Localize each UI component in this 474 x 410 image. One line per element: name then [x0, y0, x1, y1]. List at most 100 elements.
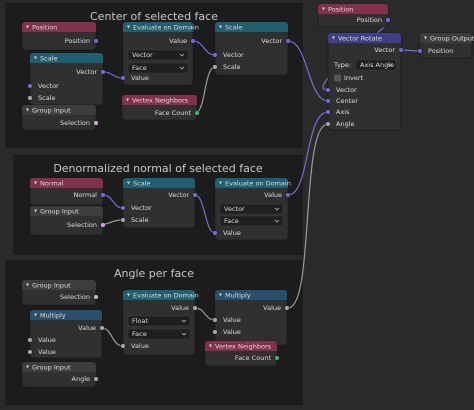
frame-title: Angle per face [114, 267, 194, 280]
dropdown [355, 59, 397, 71]
socket-label: Value [131, 342, 149, 350]
node-header [328, 33, 401, 43]
socket [27, 95, 33, 101]
socket [212, 329, 218, 335]
node: Evaluate on Domain Value Float Face Value [120, 289, 199, 356]
socket-label: Position [357, 16, 382, 24]
socket [325, 109, 331, 115]
dropdown [127, 315, 191, 327]
collapse-arrow [209, 344, 212, 348]
node-title: Group Input [32, 364, 71, 372]
node-title: Scale [225, 24, 243, 32]
socket-label: Value [264, 191, 282, 199]
socket [27, 337, 33, 343]
collapse-arrow [34, 181, 37, 185]
socket [212, 64, 218, 70]
node-title: Position [32, 24, 57, 32]
socket [93, 294, 99, 300]
collapse-arrow [26, 25, 29, 29]
node-header [22, 362, 96, 372]
socket-label: Vector [38, 82, 59, 90]
socket-label: Center [336, 97, 358, 105]
collapse-arrow [219, 181, 222, 185]
socket [120, 205, 126, 211]
socket [192, 305, 198, 311]
socket [120, 75, 126, 81]
node-header [30, 53, 103, 63]
socket-label: Scale [131, 216, 149, 224]
dropdown-arrow [274, 219, 280, 223]
node: Position Position [317, 3, 391, 28]
dropdown [127, 328, 191, 340]
checkbox-label: Invert [344, 74, 364, 82]
socket [325, 87, 331, 93]
node: Normal Normal [29, 177, 106, 206]
collapse-arrow [332, 36, 335, 40]
socket-label: Value [171, 304, 189, 312]
frame-title: Center of selected face [90, 10, 218, 23]
socket-label: Vector [131, 204, 152, 212]
socket-label: Value [38, 336, 56, 344]
socket [192, 192, 198, 198]
socket-label: Value [263, 304, 281, 312]
dropdown-arrow [387, 63, 393, 67]
node-header [30, 206, 103, 216]
node: Scale Vector Vector Scale [27, 52, 106, 106]
socket-label: Position [65, 37, 90, 45]
dropdown-arrow [179, 66, 185, 70]
node: Group Input Selection [21, 104, 99, 131]
node-title: Vector Rotate [338, 35, 382, 43]
socket [285, 192, 291, 198]
dropdown-arrow [181, 319, 187, 323]
socket [93, 38, 99, 44]
socket-label: Selection [67, 221, 97, 229]
socket-label: Axis [336, 108, 350, 116]
node-header [22, 280, 96, 290]
node-header [123, 290, 195, 300]
node-title: Group Input [40, 208, 79, 216]
socket-label: Angle [336, 120, 355, 128]
field-label: Type: [333, 61, 351, 69]
node-header [122, 95, 197, 105]
collapse-arrow [127, 181, 130, 185]
node-title: Multiply [40, 312, 66, 320]
dropdown-arrow [274, 207, 280, 211]
socket [385, 17, 391, 23]
collapse-arrow [34, 209, 37, 213]
node-header [22, 22, 96, 32]
collapse-arrow [26, 108, 29, 112]
node-title: Evaluate on Domain [133, 292, 199, 300]
socket [212, 317, 218, 323]
socket [93, 120, 99, 126]
dropdown-value: Vector [224, 205, 245, 213]
socket [398, 47, 404, 53]
node-title: Scale [133, 180, 151, 188]
collapse-arrow [26, 283, 29, 287]
dropdown-value: Face [132, 64, 147, 72]
dropdown [127, 49, 189, 61]
node-header [318, 4, 388, 14]
dropdown [219, 215, 284, 227]
socket [120, 343, 126, 349]
collapse-arrow [26, 365, 29, 369]
socket [212, 52, 218, 58]
socket-label: Value [38, 348, 56, 356]
node-header [215, 290, 287, 300]
node-title: Normal [40, 180, 64, 188]
node-header [30, 178, 103, 188]
collapse-arrow [34, 56, 37, 60]
node-title: Evaluate on Domain [225, 180, 291, 188]
node: Multiply Value Value Value [212, 289, 290, 346]
collapse-arrow [219, 293, 222, 297]
collapse-arrow [127, 25, 130, 29]
node-header [123, 22, 193, 32]
link [287, 111, 329, 196]
socket-label: Position [428, 47, 453, 55]
socket-label: Value [223, 229, 241, 237]
link [400, 49, 421, 52]
collapse-arrow [34, 313, 37, 317]
node-title: Position [328, 6, 353, 14]
dropdown-value: Face [132, 330, 147, 338]
collapse-arrow [219, 25, 222, 29]
